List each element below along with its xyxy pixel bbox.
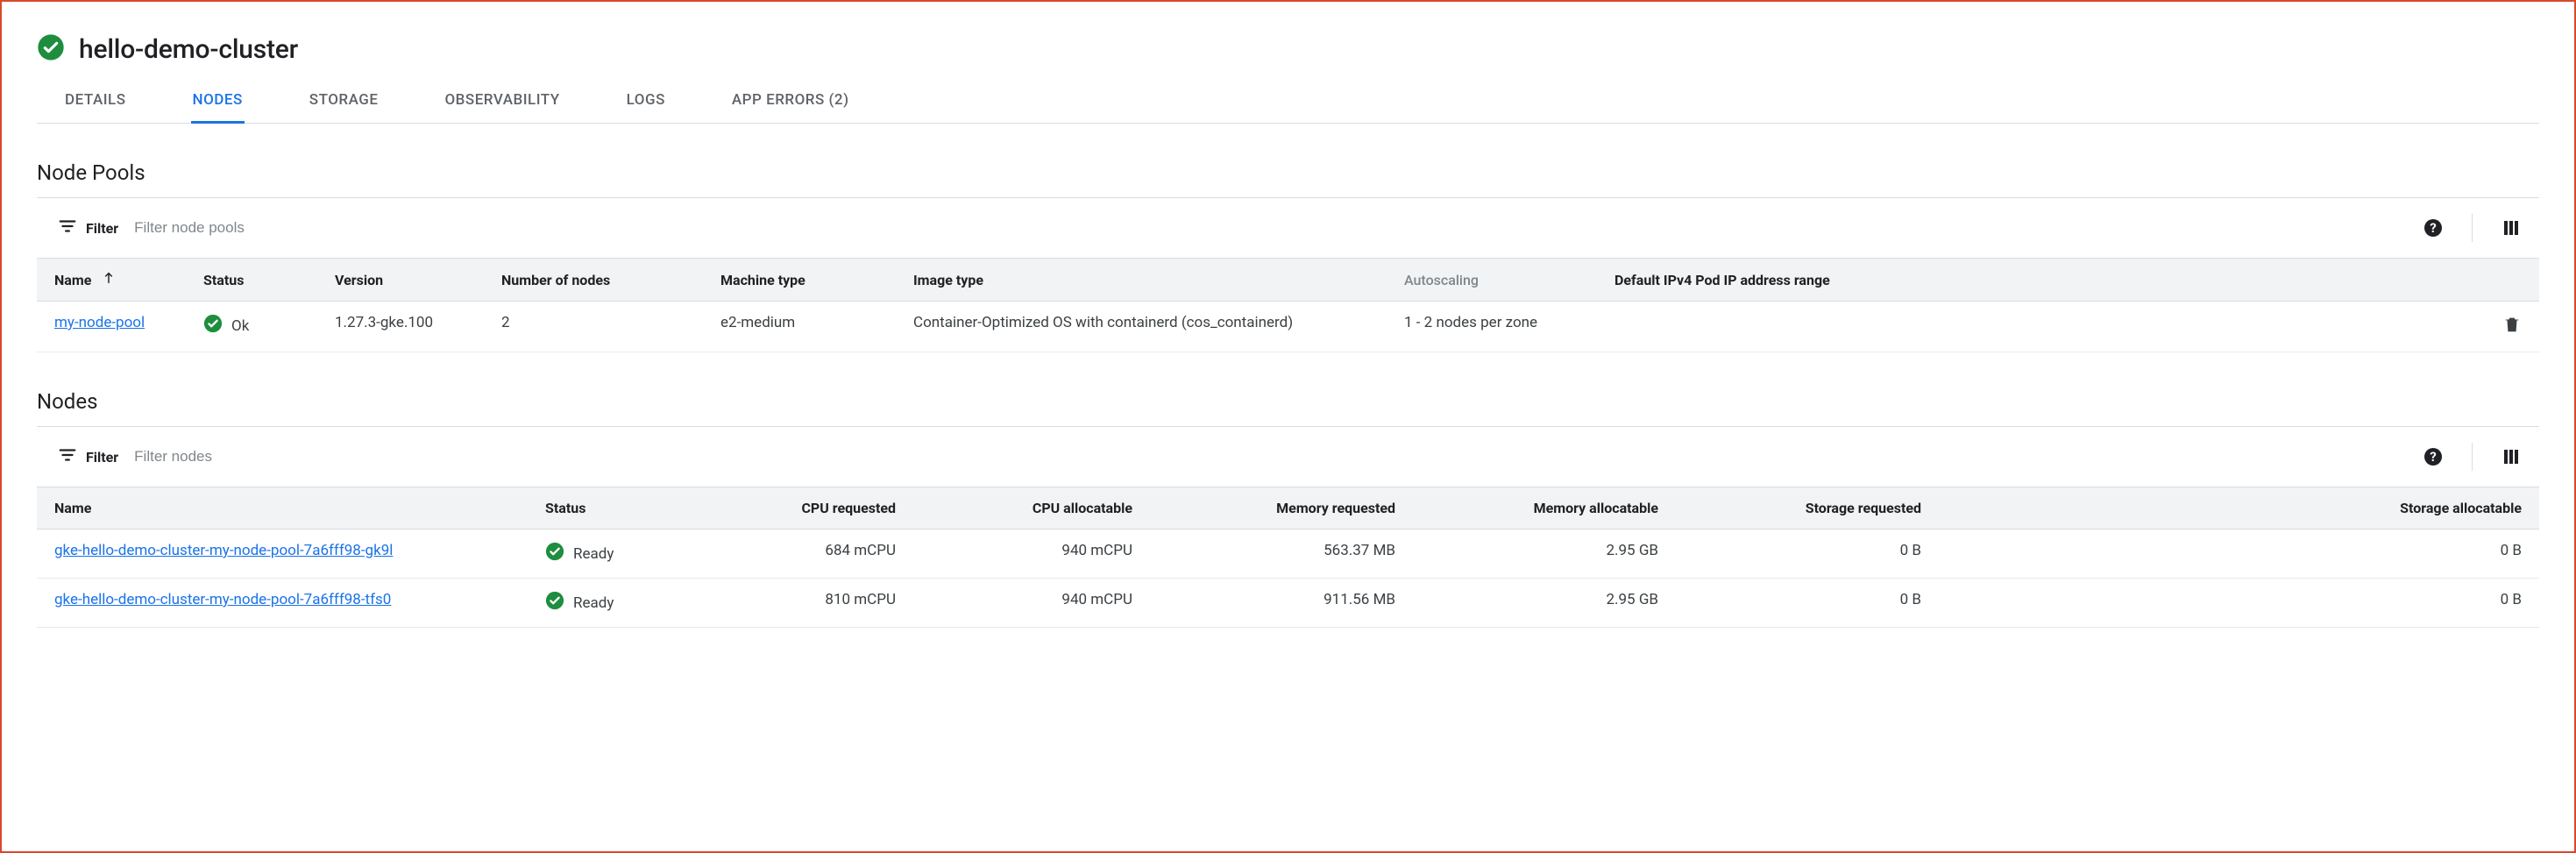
tab-bar: DETAILS NODES STORAGE OBSERVABILITY LOGS… (37, 84, 2539, 124)
node-pools-table: Name Status Version Number of nodes Mach… (37, 258, 2539, 352)
status-cell: Ready (545, 542, 677, 565)
node-pools-filter-bar: Filter ? (37, 198, 2539, 258)
col-name[interactable]: Name (37, 487, 528, 530)
table-row: gke-hello-demo-cluster-my-node-pool-7a6f… (37, 530, 2539, 579)
help-button[interactable]: ? (2416, 210, 2451, 245)
col-image-type[interactable]: Image type (896, 259, 1387, 302)
col-status[interactable]: Status (186, 259, 317, 302)
status-text: Ready (573, 545, 614, 563)
section-title-node-pools: Node Pools (37, 160, 2539, 185)
tab-storage[interactable]: STORAGE (308, 84, 380, 123)
col-status[interactable]: Status (528, 487, 694, 530)
svg-text:?: ? (2430, 449, 2436, 465)
cell-stor-req: 0 B (1676, 530, 1939, 579)
status-ok-icon (545, 542, 564, 565)
col-name-label: Name (54, 272, 91, 288)
cell-mem-alloc: 2.95 GB (1413, 530, 1676, 579)
cell-machine-type: e2-medium (703, 302, 896, 352)
cell-mem-req: 911.56 MB (1150, 579, 1413, 628)
filter-label: Filter (58, 445, 118, 468)
col-pod-ip-range[interactable]: Default IPv4 Pod IP address range (1597, 259, 2485, 302)
tab-details[interactable]: DETAILS (63, 84, 128, 123)
status-text: Ready (573, 594, 614, 612)
col-machine-type[interactable]: Machine type (703, 259, 896, 302)
filter-icon (58, 217, 77, 239)
sort-asc-icon (102, 272, 116, 288)
cell-autoscaling: 1 - 2 nodes per zone (1387, 302, 1597, 352)
status-text: Ok (231, 317, 249, 335)
cell-stor-req: 0 B (1676, 579, 1939, 628)
col-name[interactable]: Name (37, 259, 186, 302)
node-link[interactable]: gke-hello-demo-cluster-my-node-pool-7a6f… (54, 542, 393, 559)
status-ok-icon (545, 591, 564, 615)
cell-cpu-req: 810 mCPU (694, 579, 913, 628)
status-ok-icon (37, 33, 65, 65)
col-mem-alloc[interactable]: Memory allocatable (1413, 487, 1676, 530)
cell-stor-alloc: 0 B (1939, 530, 2539, 579)
table-row: my-node-pool Ok 1.27.3-gke.100 2 e2-medi… (37, 302, 2539, 352)
col-version[interactable]: Version (317, 259, 484, 302)
table-row: gke-hello-demo-cluster-my-node-pool-7a6f… (37, 579, 2539, 628)
filter-text: Filter (86, 449, 118, 466)
svg-text:?: ? (2430, 220, 2436, 236)
cell-stor-alloc: 0 B (1939, 579, 2539, 628)
cell-cpu-alloc: 940 mCPU (913, 579, 1150, 628)
delete-button[interactable] (2502, 322, 2522, 339)
divider (2472, 214, 2473, 242)
nodes-filter-bar: Filter ? (37, 427, 2539, 487)
nodes-filter-input[interactable] (134, 448, 353, 466)
cell-version: 1.27.3-gke.100 (317, 302, 484, 352)
node-pool-link[interactable]: my-node-pool (54, 314, 145, 331)
cell-mem-req: 563.37 MB (1150, 530, 1413, 579)
tab-logs[interactable]: LOGS (625, 84, 667, 123)
columns-button[interactable] (2494, 439, 2529, 474)
col-num-nodes[interactable]: Number of nodes (484, 259, 703, 302)
cell-num-nodes: 2 (484, 302, 703, 352)
col-cpu-req[interactable]: CPU requested (694, 487, 913, 530)
cell-mem-alloc: 2.95 GB (1413, 579, 1676, 628)
tab-observability[interactable]: OBSERVABILITY (443, 84, 561, 123)
filter-icon (58, 445, 77, 468)
filter-text: Filter (86, 220, 118, 237)
node-link[interactable]: gke-hello-demo-cluster-my-node-pool-7a6f… (54, 591, 391, 608)
tab-app-errors[interactable]: APP ERRORS (2) (730, 84, 851, 123)
cell-cpu-req: 684 mCPU (694, 530, 913, 579)
col-stor-alloc[interactable]: Storage allocatable (1939, 487, 2539, 530)
cell-image-type: Container-Optimized OS with containerd (… (896, 302, 1387, 352)
status-ok-icon (203, 314, 223, 338)
section-title-nodes: Nodes (37, 389, 2539, 414)
col-actions (2485, 259, 2539, 302)
cluster-name: hello-demo-cluster (79, 34, 298, 65)
node-pools-filter-input[interactable] (134, 219, 353, 237)
columns-button[interactable] (2494, 210, 2529, 245)
cell-cpu-alloc: 940 mCPU (913, 530, 1150, 579)
col-stor-req[interactable]: Storage requested (1676, 487, 1939, 530)
cluster-header: hello-demo-cluster (37, 33, 2539, 65)
col-cpu-alloc[interactable]: CPU allocatable (913, 487, 1150, 530)
help-button[interactable]: ? (2416, 439, 2451, 474)
status-cell: Ready (545, 591, 677, 615)
status-cell: Ok (203, 314, 300, 338)
filter-label: Filter (58, 217, 118, 239)
tab-nodes[interactable]: NODES (191, 84, 245, 124)
col-autoscaling[interactable]: Autoscaling (1387, 259, 1597, 302)
nodes-table: Name Status CPU requested CPU allocatabl… (37, 487, 2539, 628)
cell-pod-ip-range (1597, 302, 2485, 352)
col-mem-req[interactable]: Memory requested (1150, 487, 1413, 530)
divider (2472, 443, 2473, 471)
